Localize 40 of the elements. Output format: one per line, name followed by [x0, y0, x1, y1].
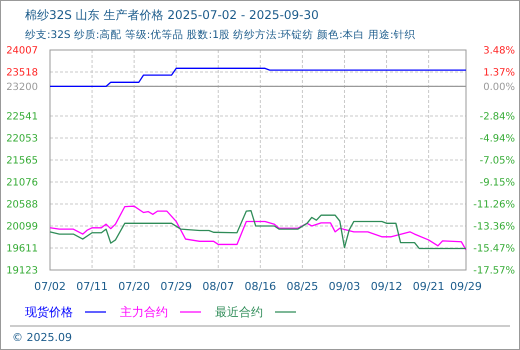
- y-tick-label: 24007: [6, 46, 38, 56]
- x-tick-label: 08/25: [286, 280, 318, 293]
- y-tick-label: 23200: [6, 82, 38, 93]
- y-tick-label: 20099: [6, 222, 38, 233]
- text: © 2025.09: [12, 331, 72, 344]
- y-tick-label: 19123: [6, 266, 38, 276]
- y2-tick-label: -4.94%: [480, 134, 515, 144]
- y2-tick-label: 1.37%: [483, 68, 515, 79]
- y2-tick-label: -7.05%: [480, 156, 515, 167]
- x-tick-label: 07/02: [34, 280, 66, 293]
- y2-tick-label: -17.57%: [473, 266, 515, 276]
- y-tick-label: 20588: [6, 200, 38, 211]
- x-tick-label: 07/20: [118, 280, 150, 293]
- x-tick-label: 09/21: [412, 280, 444, 293]
- y2-tick-label: -11.26%: [473, 200, 515, 211]
- y-tick-label: 19611: [6, 244, 38, 255]
- x-tick-label: 09/03: [328, 280, 360, 293]
- chart-title: 棉纱32S 山东 生产者价格 2025-07-02 - 2025-09-30: [25, 8, 319, 22]
- y-tick-label: 21565: [6, 156, 38, 166]
- y-tick-label: 21076: [6, 178, 38, 189]
- x-tick-label: 09/12: [370, 280, 402, 293]
- legend-label: 最近合约: [215, 305, 263, 320]
- x-tick-label: 07/11: [76, 280, 108, 293]
- x-tick-label: 08/16: [244, 280, 276, 293]
- y2-tick-label: -15.47%: [473, 244, 515, 255]
- y-tick-label: 22053: [6, 134, 38, 145]
- y2-tick-label: -9.15%: [480, 178, 515, 188]
- x-tick-label: 07/29: [160, 280, 192, 293]
- y2-tick-label: -2.84%: [480, 112, 515, 123]
- chart-subtitle: 纱支:32S 纱质:高配 等级:优等品 股数:1股 纺纱方法:环锭纺 颜色:本白 用途:针织: [25, 28, 416, 41]
- line-series: [49, 68, 467, 87]
- y2-tick-label: -13.36%: [473, 222, 515, 232]
- y-tick-label: 22541: [6, 112, 38, 123]
- x-tick-label: 09/29: [450, 280, 482, 293]
- x-tick-label: 08/07: [202, 280, 234, 293]
- legend-label: 现货价格: [25, 305, 73, 320]
- legend-label: 主力合约: [120, 305, 168, 320]
- y2-tick-label: 3.48%: [483, 46, 515, 56]
- y2-tick-label: 0.00%: [483, 82, 515, 93]
- y-tick-label: 23518: [6, 68, 38, 79]
